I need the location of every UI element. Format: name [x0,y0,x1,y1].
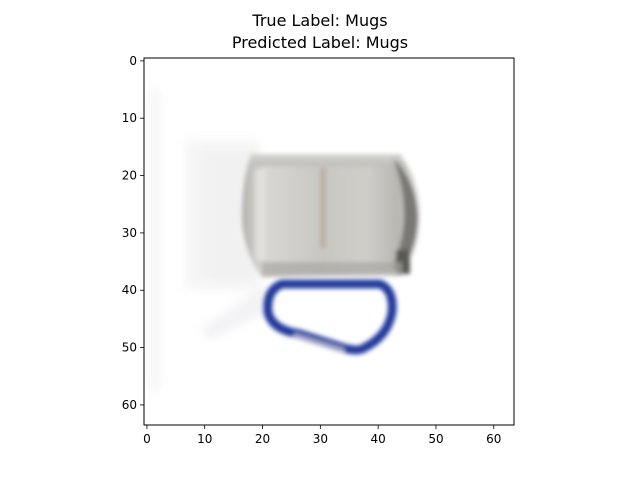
x-axis: 0 10 20 30 40 50 60 [143,425,501,446]
y-tick-label: 0 [129,54,137,68]
x-tick-label: 60 [486,432,501,446]
title-predicted-label: Predicted Label: Mugs [231,33,409,52]
mug-image [144,58,514,425]
y-tick-label: 50 [122,341,137,355]
y-tick-label: 60 [122,398,137,412]
x-tick-label: 50 [428,432,443,446]
x-tick-label: 10 [197,432,212,446]
y-axis: 0 10 20 30 40 50 60 [122,54,144,412]
x-tick-label: 40 [371,432,386,446]
y-tick-label: 20 [122,169,137,183]
x-tick-label: 20 [255,432,270,446]
y-tick-label: 40 [122,283,137,297]
y-tick-label: 10 [122,111,137,125]
x-tick-label: 30 [313,432,328,446]
title-true-label: True Label: Mugs [252,11,388,30]
y-tick-label: 30 [122,226,137,240]
x-tick-label: 0 [143,432,151,446]
axes-frame [143,57,515,426]
